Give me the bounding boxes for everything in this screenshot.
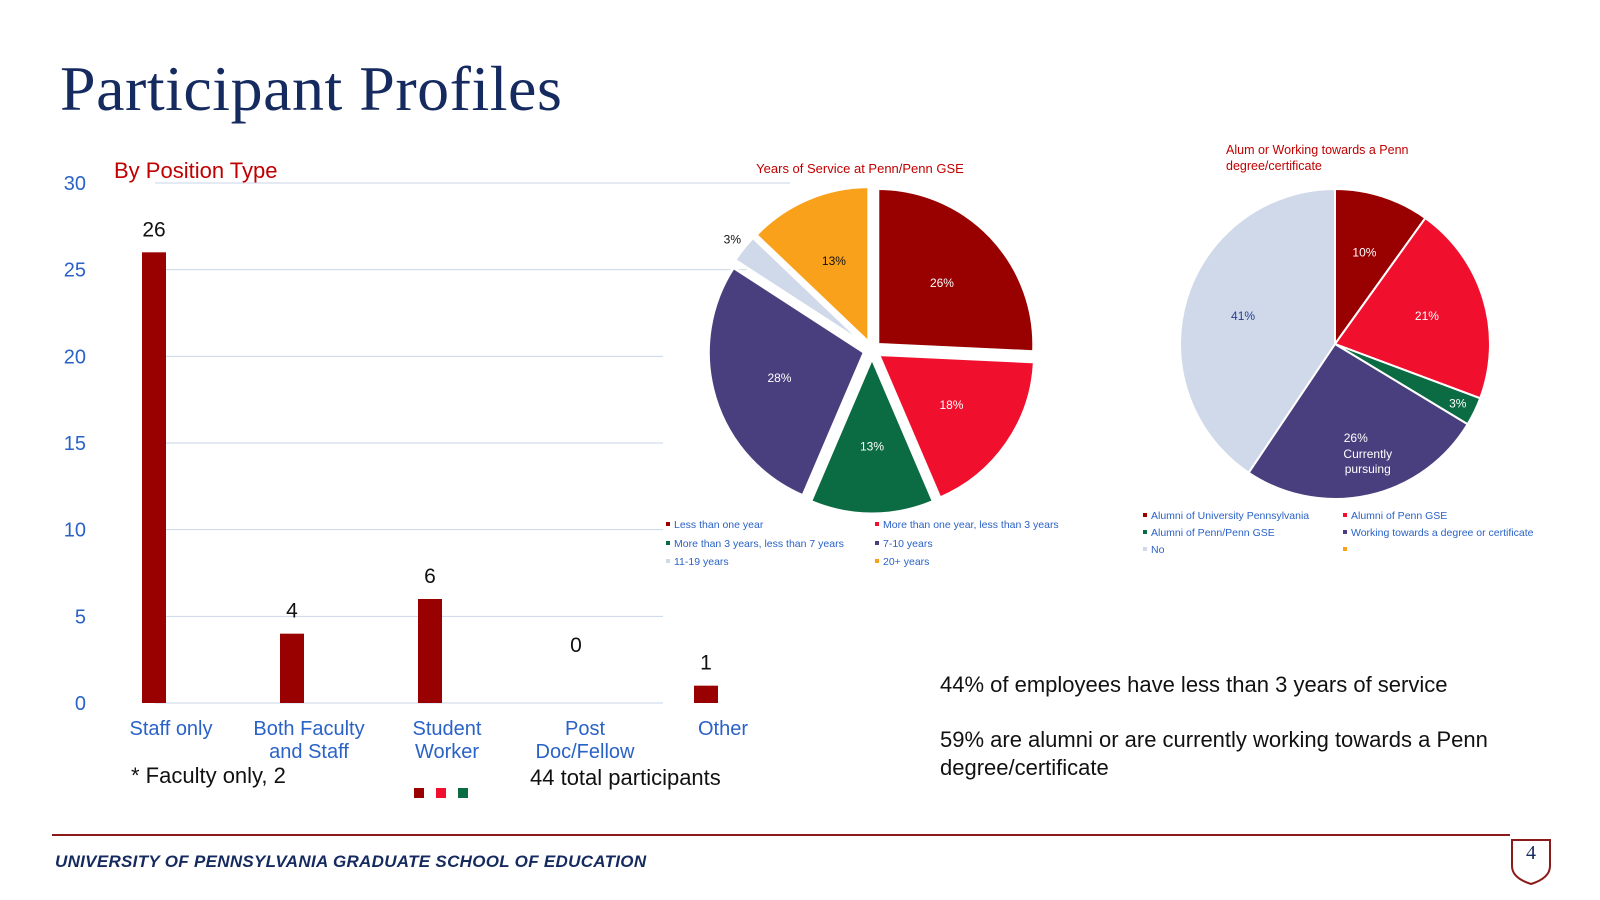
pie-slice	[706, 265, 867, 498]
pie-data-label: 10%	[1352, 246, 1376, 260]
pie-data-label: 18%	[939, 398, 963, 412]
page-title: Participant Profiles	[60, 53, 563, 124]
legend-swatch	[1343, 513, 1347, 517]
pie-chart-years-of-service: Years of Service at Penn/Penn GSE 26% 18% 1…	[666, 161, 1059, 568]
x-tick-label: Worker	[415, 741, 479, 763]
pie-slice	[732, 235, 867, 347]
legend-label: Alumni of Penn GSE	[1351, 510, 1447, 522]
pie-title: Alum or Working towards a Penn	[1226, 143, 1409, 157]
legend-label: More than 3 years, less than 7 years	[674, 538, 844, 550]
legend-label: Alumni of University Pennsylvania	[1151, 510, 1309, 522]
legend-swatch	[1143, 513, 1147, 517]
pie-slice	[753, 185, 871, 347]
legend-swatch	[1343, 530, 1347, 534]
x-tick-label: Staff only	[129, 718, 212, 740]
shield-icon	[1511, 839, 1551, 886]
pie-data-label: 3%	[724, 233, 742, 247]
pie-data-label: 41%	[1231, 309, 1255, 323]
y-tick-label: 15	[64, 433, 86, 455]
pie-title: Years of Service at Penn/Penn GSE	[756, 161, 964, 176]
data-label: 0	[570, 634, 582, 657]
legend-label: Working towards a degree or certificate	[1351, 527, 1534, 539]
pie-data-label: 21%	[1415, 309, 1439, 323]
faculty-only-note: * Faculty only, 2	[131, 763, 286, 788]
legend-label: No	[1151, 544, 1165, 556]
x-tick-label: Post	[565, 718, 605, 740]
legend-swatch	[666, 541, 670, 545]
legend-label: 11-19 years	[674, 556, 729, 568]
legend-swatch	[1343, 547, 1347, 551]
pie-chart-alumni: Alum or Working towards a Penn degree/cer…	[1143, 143, 1534, 556]
pie-title-continued: degree/certificate	[1226, 159, 1322, 173]
service-summary: 44% of employees have less than 3 years …	[940, 672, 1448, 697]
bar-chart-title: By Position Type	[114, 158, 277, 183]
legend-swatch	[875, 541, 879, 545]
pie-slice	[808, 354, 936, 516]
pie-data-label: 13%	[822, 254, 846, 268]
data-label: 6	[424, 565, 436, 588]
color-key-markers	[414, 788, 468, 798]
legend-swatch	[666, 559, 670, 563]
x-tick-label: Student	[413, 718, 482, 740]
legend-swatch	[875, 522, 879, 526]
y-tick-label: 10	[64, 520, 86, 542]
legend-swatch	[666, 522, 670, 526]
y-tick-label: 30	[64, 173, 86, 195]
pie-slice	[876, 186, 1036, 354]
y-tick-label: 25	[64, 260, 86, 282]
legend-label: More than one year, less than 3 years	[883, 519, 1059, 531]
y-tick-label: 0	[75, 693, 86, 715]
pie-data-label: 3%	[1449, 396, 1467, 410]
page-number: 4	[1526, 842, 1536, 864]
pie-data-label: 28%	[767, 371, 791, 385]
bar	[280, 633, 304, 703]
pie-slice	[1334, 187, 1427, 348]
pie-slice	[1179, 187, 1336, 475]
x-tick-label: Other	[698, 718, 748, 740]
x-tick-label: Doc/Fellow	[536, 741, 635, 763]
data-label: 1	[700, 652, 712, 675]
data-label: 26	[142, 218, 165, 241]
legend-swatch	[1143, 530, 1147, 534]
legend-label: 20+ years	[883, 556, 929, 568]
data-label: 4	[286, 600, 298, 623]
footer-institution: UNIVERSITY OF PENNSYLVANIA GRADUATE SCHO…	[55, 852, 647, 871]
legend-swatch	[875, 559, 879, 563]
pie-slice-note: Currently	[1343, 447, 1392, 461]
legend-label: Less than one year	[674, 519, 764, 531]
legend-label: Alumni of Penn/Penn GSE	[1151, 527, 1275, 539]
pie-data-label: 13%	[860, 440, 884, 454]
bar	[418, 599, 442, 703]
pie-data-label: 26%	[1344, 431, 1368, 445]
pie-data-label: 26%	[930, 276, 954, 290]
x-tick-label: and Staff	[269, 741, 349, 763]
pie-slice	[1247, 342, 1469, 500]
alumni-summary: 59% are alumni or are currently working …	[940, 727, 1488, 780]
bar	[142, 252, 166, 704]
color-key-square	[414, 788, 424, 798]
legend-label: 7-10 years	[883, 538, 933, 550]
bar	[694, 685, 718, 703]
x-tick-label: Both Faculty	[253, 718, 364, 740]
footer-divider	[52, 834, 1510, 836]
y-tick-label: 5	[75, 606, 86, 628]
pie-slice-note: pursuing	[1345, 462, 1391, 476]
color-key-square	[458, 788, 468, 798]
pie-slice	[1333, 216, 1491, 400]
color-key-square	[436, 788, 446, 798]
total-participants-note: 44 total participants	[530, 765, 721, 790]
legend-swatch	[1143, 547, 1147, 551]
pie-slice	[876, 352, 1036, 500]
y-tick-label: 20	[64, 346, 86, 368]
